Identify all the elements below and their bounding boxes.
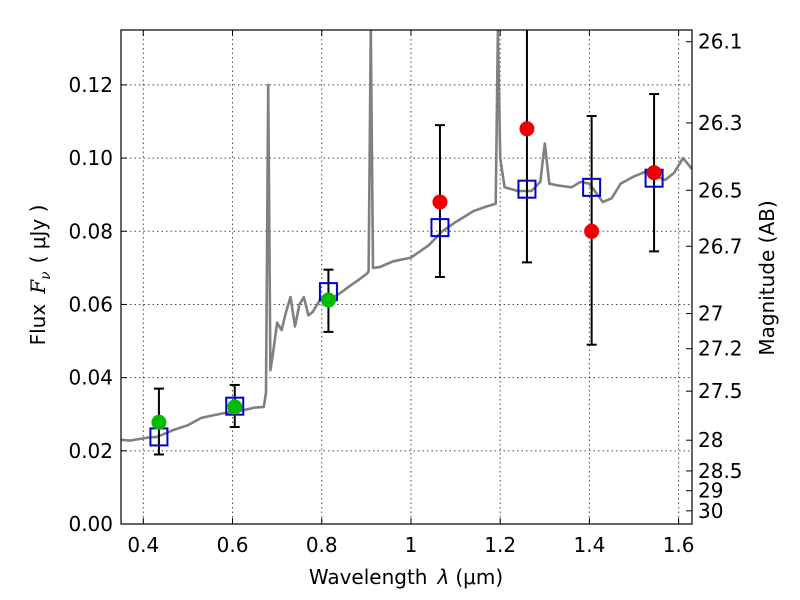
y-tick-label: 0.04 xyxy=(68,366,113,390)
observed-flux-point xyxy=(519,121,535,137)
y-tick-label: 0.06 xyxy=(68,292,113,316)
y2-tick-label: 27.5 xyxy=(698,379,743,403)
y-tick-label: 0.02 xyxy=(68,439,113,463)
y2-tick-label: 26.3 xyxy=(698,111,743,135)
y-tick-label: 0.00 xyxy=(68,512,113,536)
y2-tick-label: 28.5 xyxy=(698,459,743,483)
plot-frame xyxy=(120,29,693,525)
marker-layer xyxy=(149,121,664,447)
y2-tick-label: 29 xyxy=(698,479,723,503)
ticks: 0.4 0.6 0.8 1 1.2 1.4 1.6 0.00 0.02 0.04 0.06 0.08 0… xyxy=(68,30,742,557)
observed-flux-point xyxy=(227,399,243,415)
grid xyxy=(121,30,692,525)
observed-flux-point xyxy=(151,414,167,430)
observed-flux-point xyxy=(584,223,600,239)
y-tick-label: 0.08 xyxy=(68,219,113,243)
model-flux-square xyxy=(517,179,537,199)
y2-tick-label: 27 xyxy=(698,302,723,326)
y2-axis-label: Magnitude (AB) xyxy=(755,200,779,355)
y2-tick-label: 26.1 xyxy=(698,30,743,54)
x-tick-label: 0.8 xyxy=(306,533,338,557)
y2-tick-label: 30 xyxy=(698,499,723,523)
y-tick-label: 0.10 xyxy=(68,146,113,170)
y2-tick-label: 27.2 xyxy=(698,337,743,361)
x-tick-label: 1.2 xyxy=(484,533,516,557)
y2-tick-label: 28 xyxy=(698,428,723,452)
observed-flux-point xyxy=(432,194,448,210)
model-flux-square xyxy=(225,396,245,416)
y-tick-label: 0.12 xyxy=(68,73,113,97)
errorbar-layer xyxy=(153,30,660,456)
y2-tick-label: 26.5 xyxy=(698,178,743,202)
y-axis-label: FluxFν( μJy ) xyxy=(26,205,54,346)
x-tick-label: 1 xyxy=(405,533,418,557)
x-tick-label: 1.6 xyxy=(663,533,695,557)
x-axis-label: Wavelength λ (μm) xyxy=(309,565,503,589)
y2-tick-label: 26.7 xyxy=(698,234,743,258)
observed-flux-point xyxy=(646,165,662,181)
model-flux-square xyxy=(582,177,602,197)
data-layer xyxy=(121,30,692,442)
x-tick-label: 1.4 xyxy=(573,533,605,557)
x-tick-label: 0.6 xyxy=(217,533,249,557)
observed-flux-point xyxy=(320,292,336,308)
x-tick-label: 0.4 xyxy=(127,533,159,557)
model-spectrum-line xyxy=(121,30,692,442)
model-flux-square xyxy=(430,218,450,238)
